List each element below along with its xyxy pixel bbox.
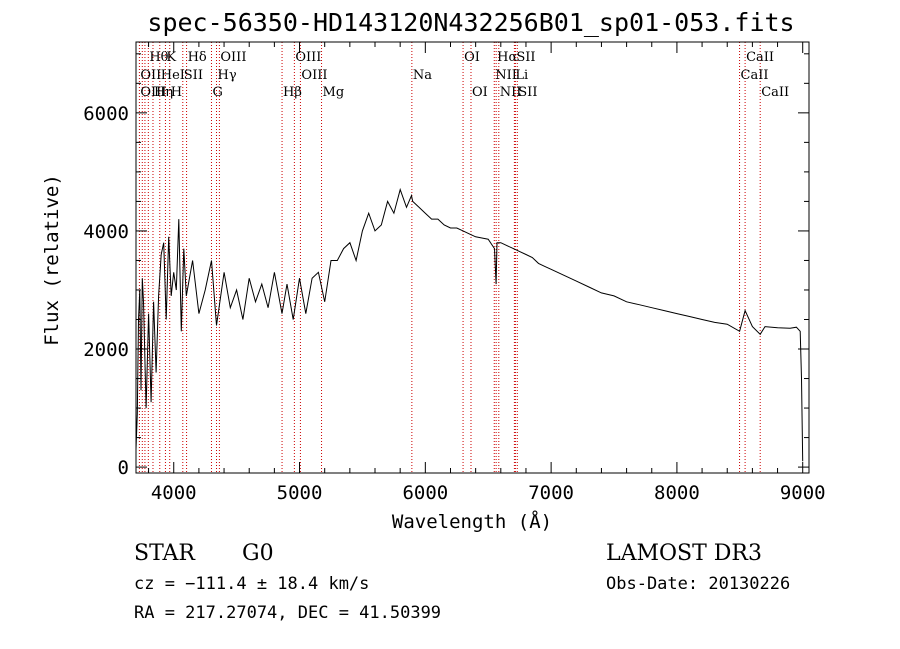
- line-label: NII: [500, 85, 522, 100]
- line-label: HeI: [161, 68, 185, 83]
- line-label: OI: [472, 85, 488, 100]
- line-label: OII: [140, 68, 161, 83]
- x-tick-label: 8000: [654, 482, 700, 504]
- x-tick-label: 9000: [780, 482, 826, 504]
- line-label: G: [212, 85, 222, 100]
- line-label: Hγ: [218, 68, 237, 83]
- plot-frame: [135, 41, 810, 474]
- line-label: OIII: [295, 50, 321, 65]
- redshift-cz: cz = −111.4 ± 18.4 km/s: [134, 574, 369, 594]
- x-tick-label: 7000: [528, 482, 574, 504]
- y-tick-label: 6000: [83, 103, 129, 125]
- line-label: CaII: [741, 68, 769, 83]
- survey-name: LAMOST DR3: [606, 541, 762, 566]
- line-label: Hδ: [188, 50, 207, 65]
- line-label: H: [171, 85, 182, 100]
- line-markers: [138, 42, 761, 473]
- line-label: NII: [495, 68, 517, 83]
- line-label: Na: [413, 68, 432, 83]
- x-tick-label: 4000: [151, 482, 197, 504]
- line-label: Hθ: [149, 50, 168, 65]
- line-label: OIII: [140, 85, 166, 100]
- line-label: SII: [184, 68, 203, 83]
- line-label: OI: [464, 50, 480, 65]
- x-tick-label: 6000: [402, 482, 448, 504]
- line-label: SII: [518, 85, 537, 100]
- object-class: STAR: [134, 541, 196, 566]
- x-tick-label: 5000: [277, 482, 323, 504]
- line-label: OIII: [220, 50, 246, 65]
- object-subclass: G0: [242, 541, 274, 566]
- line-label: SII: [516, 50, 535, 65]
- y-tick-label: 2000: [83, 339, 129, 361]
- line-label: Hβ: [283, 85, 302, 100]
- ra-dec: RA = 217.27074, DEC = 41.50399: [134, 603, 441, 623]
- obs-date: Obs-Date: 20130226: [606, 574, 790, 594]
- chart-title: spec-56350-HD143120N432256B01_sp01-053.f…: [147, 8, 794, 37]
- line-label: K: [166, 50, 176, 65]
- line-label: Li: [515, 68, 528, 83]
- spectrum-line: [135, 187, 804, 462]
- line-label: CaII: [761, 85, 789, 100]
- y-tick-label: 0: [118, 457, 129, 479]
- x-axis-ticks: 4000 5000 6000 7000 8000 9000: [148, 42, 826, 504]
- y-axis-ticks: 0 2000 4000 6000: [83, 53, 809, 479]
- x-axis-label: Wavelength (Å): [392, 510, 552, 533]
- y-tick-label: 4000: [83, 221, 129, 243]
- line-label: CaII: [746, 50, 774, 65]
- y-axis-label: Flux (relative): [41, 174, 63, 346]
- line-label: Hα: [497, 50, 517, 65]
- line-label: Mg: [323, 85, 345, 100]
- line-label: Hη: [154, 85, 173, 100]
- line-label: OIII: [301, 68, 327, 83]
